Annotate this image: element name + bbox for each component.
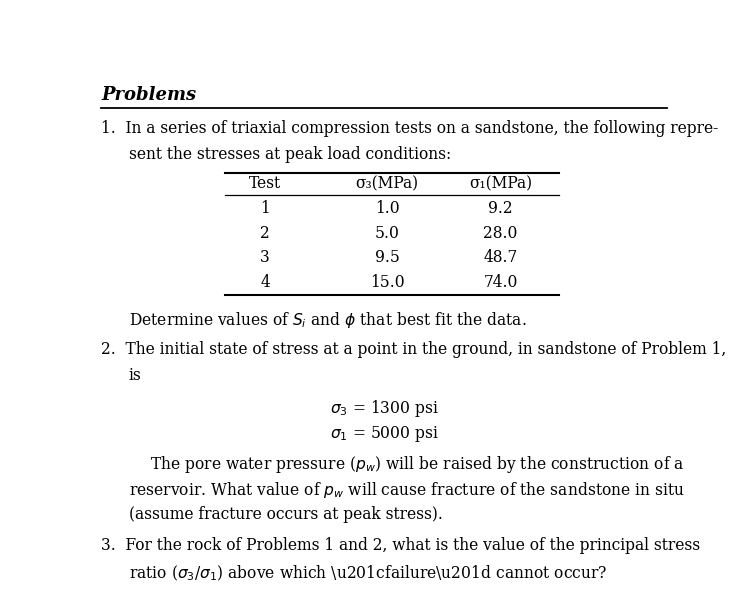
Text: is: is (129, 367, 141, 384)
Text: 2: 2 (260, 224, 270, 242)
Text: 9.5: 9.5 (375, 249, 400, 266)
Text: Test: Test (249, 175, 281, 192)
Text: Problems: Problems (101, 86, 196, 104)
Text: reservoir. What value of $p_w$ will cause fracture of the sandstone in situ: reservoir. What value of $p_w$ will caus… (129, 480, 685, 500)
Text: 3.  For the rock of Problems 1 and 2, what is the value of the principal stress: 3. For the rock of Problems 1 and 2, wha… (101, 538, 700, 554)
Text: σ₃(MPa): σ₃(MPa) (356, 175, 419, 192)
Text: 2.  The initial state of stress at a point in the ground, in sandstone of Proble: 2. The initial state of stress at a poin… (101, 341, 727, 358)
Text: sent the stresses at peak load conditions:: sent the stresses at peak load condition… (129, 146, 451, 163)
Text: 5.0: 5.0 (375, 224, 400, 242)
Text: 9.2: 9.2 (488, 200, 513, 217)
Text: The pore water pressure ($p_w$) will be raised by the construction of a: The pore water pressure ($p_w$) will be … (150, 455, 685, 475)
Text: 48.7: 48.7 (484, 249, 518, 266)
Text: 15.0: 15.0 (370, 274, 404, 291)
Text: 4: 4 (260, 274, 270, 291)
Text: 28.0: 28.0 (484, 224, 518, 242)
Text: 74.0: 74.0 (484, 274, 518, 291)
Text: 1.0: 1.0 (375, 200, 400, 217)
Text: σ₁(MPa): σ₁(MPa) (469, 175, 532, 192)
Text: Determine values of $S_i$ and $\phi$ that best fit the data.: Determine values of $S_i$ and $\phi$ tha… (129, 310, 526, 330)
Text: 1: 1 (260, 200, 270, 217)
Text: 1.  In a series of triaxial compression tests on a sandstone, the following repr: 1. In a series of triaxial compression t… (101, 120, 718, 137)
Text: $\sigma_3$ = 1300 psi: $\sigma_3$ = 1300 psi (330, 398, 439, 419)
Text: 3: 3 (260, 249, 270, 266)
Text: ratio ($\sigma_3$/$\sigma_1$) above which \u201cfailure\u201d cannot occur?: ratio ($\sigma_3$/$\sigma_1$) above whic… (129, 564, 607, 583)
Text: $\sigma_1$ = 5000 psi: $\sigma_1$ = 5000 psi (330, 424, 439, 444)
Text: (assume fracture occurs at peak stress).: (assume fracture occurs at peak stress). (129, 506, 442, 523)
